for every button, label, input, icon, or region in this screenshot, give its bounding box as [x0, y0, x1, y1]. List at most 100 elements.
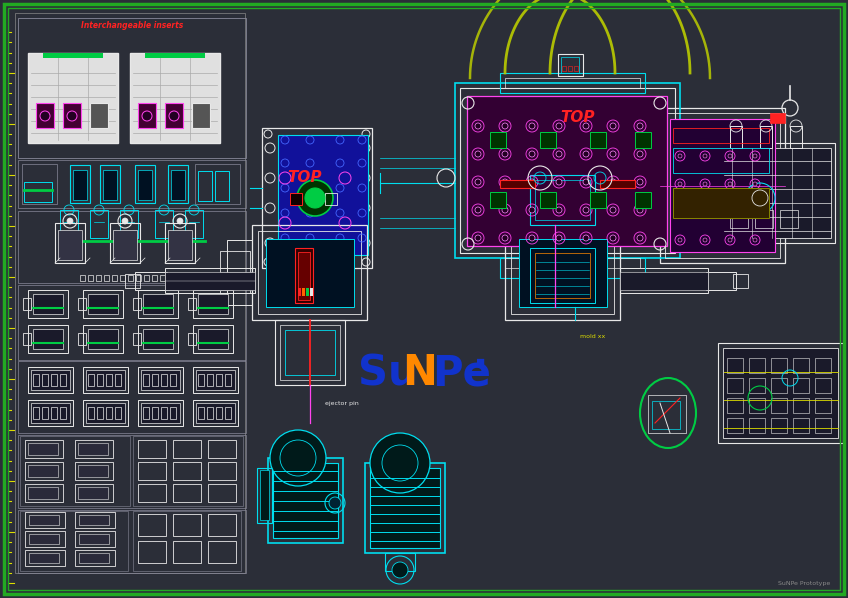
- Bar: [652, 401, 680, 429]
- Bar: [730, 126, 742, 148]
- Circle shape: [637, 179, 643, 185]
- Circle shape: [529, 179, 535, 185]
- Bar: [28, 367, 73, 393]
- Circle shape: [583, 179, 589, 185]
- Circle shape: [329, 497, 341, 509]
- Circle shape: [703, 154, 707, 158]
- Bar: [78, 487, 108, 499]
- Circle shape: [556, 179, 562, 185]
- Bar: [600, 180, 635, 188]
- Bar: [141, 403, 180, 423]
- Circle shape: [610, 235, 616, 241]
- Bar: [141, 370, 180, 390]
- Bar: [723, 348, 838, 438]
- Circle shape: [529, 123, 535, 129]
- Bar: [31, 370, 70, 390]
- Circle shape: [753, 154, 757, 158]
- Bar: [225, 407, 231, 419]
- Bar: [152, 374, 158, 386]
- Bar: [198, 407, 204, 419]
- Bar: [168, 165, 188, 203]
- Circle shape: [475, 235, 481, 241]
- Bar: [75, 484, 113, 502]
- Bar: [25, 484, 63, 502]
- Bar: [143, 374, 149, 386]
- Bar: [385, 553, 415, 571]
- Bar: [138, 484, 166, 502]
- Bar: [25, 531, 65, 547]
- Bar: [23, 333, 31, 345]
- Circle shape: [556, 123, 562, 129]
- Bar: [60, 407, 66, 419]
- Bar: [490, 192, 506, 208]
- Bar: [143, 329, 173, 349]
- Bar: [18, 510, 246, 573]
- Circle shape: [728, 210, 732, 214]
- Circle shape: [529, 151, 535, 157]
- Bar: [285, 330, 335, 375]
- Bar: [198, 171, 212, 201]
- Bar: [208, 440, 236, 458]
- Bar: [268, 458, 343, 543]
- Circle shape: [502, 235, 508, 241]
- Bar: [63, 103, 81, 128]
- Circle shape: [678, 210, 682, 214]
- Bar: [220, 251, 250, 293]
- Bar: [793, 398, 809, 413]
- Bar: [290, 193, 302, 205]
- Bar: [755, 210, 773, 228]
- Bar: [207, 407, 213, 419]
- Bar: [648, 395, 686, 433]
- Bar: [727, 358, 743, 373]
- Bar: [635, 192, 651, 208]
- Circle shape: [610, 179, 616, 185]
- Bar: [530, 175, 595, 225]
- Circle shape: [67, 111, 77, 121]
- Bar: [86, 370, 125, 390]
- Bar: [500, 180, 535, 188]
- Bar: [225, 374, 231, 386]
- Bar: [138, 367, 183, 393]
- Bar: [106, 374, 112, 386]
- Bar: [125, 274, 140, 288]
- Bar: [815, 418, 831, 433]
- Bar: [720, 143, 835, 243]
- Text: TOP: TOP: [561, 111, 595, 126]
- Bar: [188, 333, 196, 345]
- Bar: [280, 325, 340, 380]
- Circle shape: [475, 123, 481, 129]
- Bar: [70, 165, 90, 203]
- Bar: [138, 290, 178, 318]
- Bar: [727, 398, 743, 413]
- Circle shape: [142, 111, 152, 121]
- Bar: [60, 210, 78, 238]
- Bar: [110, 223, 140, 263]
- Bar: [42, 407, 48, 419]
- Bar: [83, 400, 128, 426]
- Bar: [83, 290, 123, 318]
- Bar: [115, 407, 121, 419]
- Circle shape: [728, 182, 732, 186]
- Bar: [749, 418, 765, 433]
- Bar: [18, 361, 246, 433]
- Bar: [558, 54, 583, 76]
- Bar: [75, 531, 115, 547]
- Circle shape: [753, 238, 757, 242]
- Bar: [33, 374, 39, 386]
- Bar: [561, 57, 579, 73]
- Bar: [749, 398, 765, 413]
- Circle shape: [502, 179, 508, 185]
- Bar: [790, 126, 802, 148]
- Bar: [79, 515, 109, 525]
- Bar: [33, 329, 63, 349]
- Circle shape: [637, 235, 643, 241]
- Bar: [138, 462, 166, 480]
- Bar: [635, 132, 651, 148]
- Text: N: N: [402, 352, 437, 394]
- Circle shape: [297, 180, 333, 216]
- Bar: [133, 298, 141, 310]
- Bar: [83, 367, 128, 393]
- Bar: [535, 180, 590, 220]
- Bar: [143, 407, 149, 419]
- Circle shape: [556, 235, 562, 241]
